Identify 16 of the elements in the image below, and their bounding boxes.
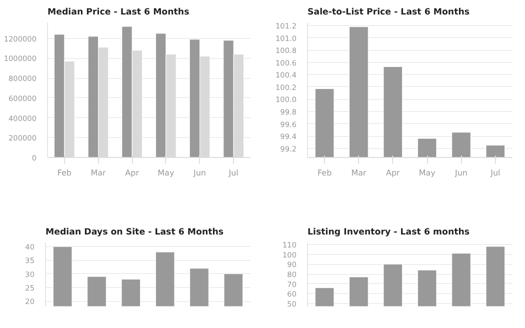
- chart-title: Sale-to-List Price - Last 6 Months: [308, 8, 470, 18]
- x-tick-label: Feb: [318, 168, 332, 178]
- x-tick-label: Apr: [125, 168, 140, 178]
- x-tick-label: May: [418, 168, 436, 178]
- x-tick-label: Jun: [454, 168, 468, 178]
- chart-title: Median Days on Site - Last 6 Months: [46, 228, 224, 238]
- x-tick-label: Jul: [490, 168, 500, 178]
- x-tick-label: May: [158, 168, 174, 178]
- x-tick-label: Jul: [228, 168, 238, 178]
- x-tick-label: Mar: [351, 168, 368, 178]
- x-tick-label: Feb: [57, 168, 72, 178]
- chart-title: Median Price - Last 6 Months: [48, 8, 190, 18]
- chart-title: Listing Inventory - Last 6 months: [308, 228, 470, 238]
- x-tick-label: Mar: [90, 168, 107, 178]
- x-tick-label: Jun: [192, 168, 206, 178]
- x-tick-label: Apr: [386, 168, 401, 178]
